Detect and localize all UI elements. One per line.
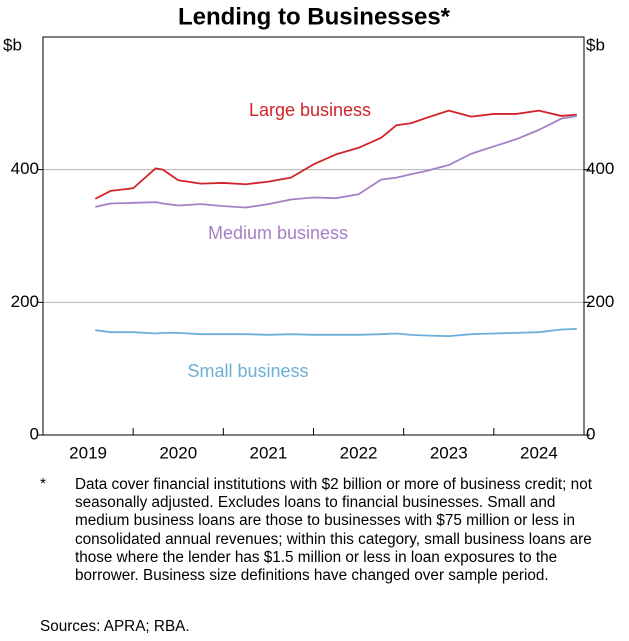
sources: Sources: APRA; RBA. — [40, 618, 190, 635]
series-line — [95, 115, 577, 209]
x-tick-label: 2023 — [430, 443, 468, 462]
series-line — [95, 327, 577, 338]
series-label: Medium business — [208, 223, 348, 243]
y-tick-label: 0 — [30, 424, 39, 443]
x-tick-label: 2024 — [520, 443, 558, 462]
x-tick-label: 2019 — [69, 443, 107, 462]
y-tick-label-right: 0 — [586, 424, 595, 443]
y-tick-label-right: 200 — [586, 292, 614, 311]
y-unit-right: $b — [586, 35, 605, 54]
y-unit-left: $b — [3, 35, 22, 54]
x-tick-label: 2020 — [159, 443, 197, 462]
footnote-marker: * — [40, 476, 46, 493]
footnote: Data cover financial institutions with $… — [75, 476, 592, 585]
series-label: Small business — [187, 361, 308, 381]
series-line — [94, 109, 577, 200]
x-tick-label: 2021 — [250, 443, 288, 462]
y-tick-label: 200 — [11, 292, 39, 311]
chart: Lending to Businesses* $b $b 0 0 200 200 400… — [3, 3, 614, 462]
y-tick-label-right: 400 — [586, 159, 614, 178]
series-label: Large business — [249, 100, 371, 120]
chart-title: Lending to Businesses* — [178, 3, 451, 30]
x-tick-label: 2022 — [340, 443, 378, 462]
y-tick-label: 400 — [11, 159, 39, 178]
